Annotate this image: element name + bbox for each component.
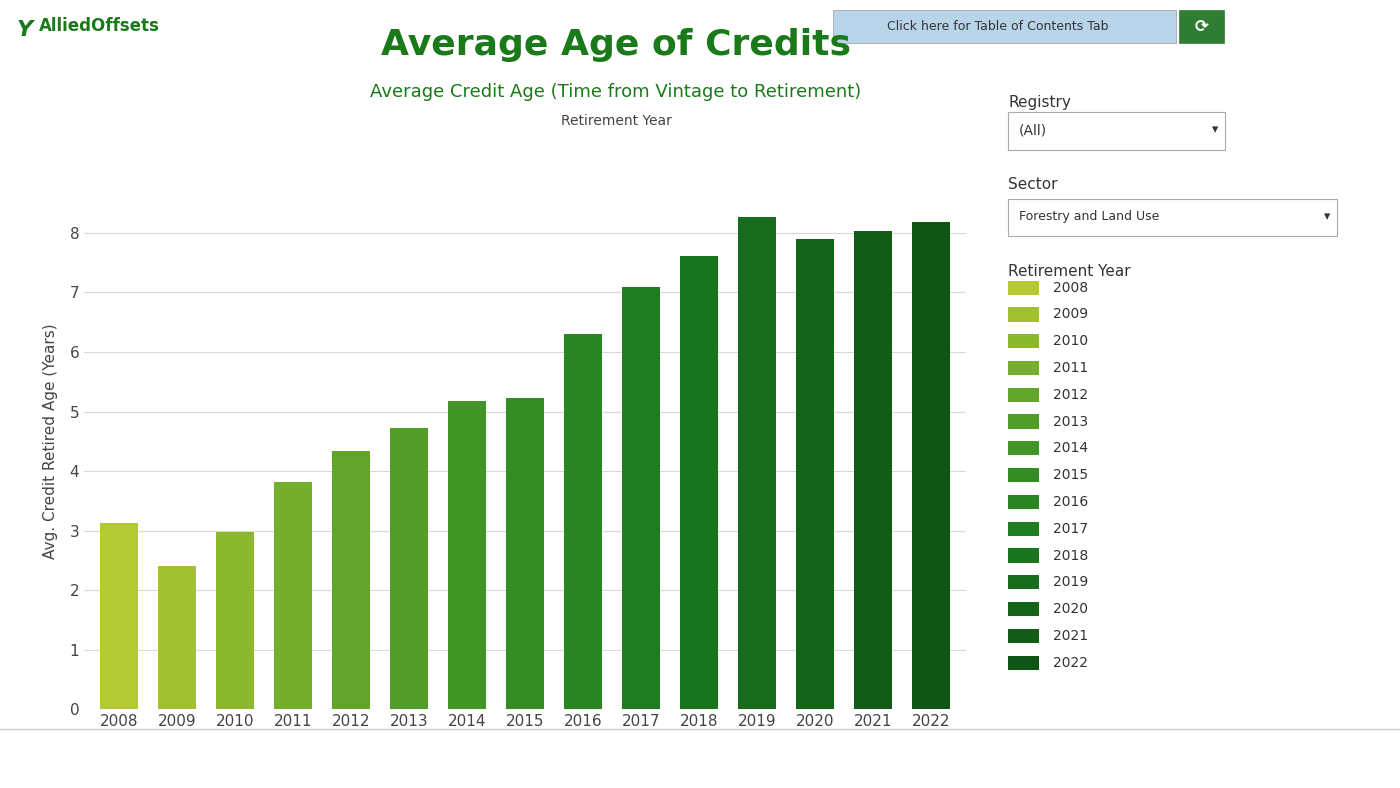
Text: 2015: 2015 (1053, 468, 1088, 482)
Bar (507, 399, 543, 709)
Bar (622, 287, 659, 709)
Text: 2021: 2021 (1053, 629, 1088, 643)
Text: Sector: Sector (1008, 177, 1057, 192)
Text: Retirement Year: Retirement Year (1008, 264, 1131, 279)
Bar (913, 222, 951, 709)
Text: 2010: 2010 (1053, 334, 1088, 348)
Bar (797, 240, 834, 709)
Text: 2011: 2011 (1053, 361, 1088, 375)
Text: AlliedOffsets: AlliedOffsets (39, 17, 160, 35)
Text: 2018: 2018 (1053, 548, 1088, 563)
Bar (680, 255, 718, 709)
Bar (216, 533, 253, 709)
Text: 2016: 2016 (1053, 495, 1088, 509)
Bar (158, 567, 196, 709)
Text: 2022: 2022 (1053, 656, 1088, 670)
Text: Retirement Year: Retirement Year (560, 114, 672, 128)
Bar (854, 231, 892, 709)
Bar (738, 217, 776, 709)
Text: Average Age of Credits: Average Age of Credits (381, 28, 851, 61)
Bar (274, 481, 312, 709)
Bar (99, 523, 137, 709)
Text: Average Credit Age (Time from Vintage to Retirement): Average Credit Age (Time from Vintage to… (371, 83, 861, 101)
Text: ▾: ▾ (1212, 124, 1218, 136)
Text: Forestry and Land Use: Forestry and Land Use (1019, 210, 1159, 223)
Text: 2019: 2019 (1053, 575, 1088, 589)
Text: ⟳: ⟳ (1194, 18, 1208, 35)
Bar (564, 333, 602, 709)
Text: Registry: Registry (1008, 95, 1071, 110)
Text: (All): (All) (1019, 123, 1047, 137)
Text: 2013: 2013 (1053, 414, 1088, 429)
Text: 2020: 2020 (1053, 602, 1088, 616)
Text: Click here for Table of Contents Tab: Click here for Table of Contents Tab (886, 20, 1109, 33)
Y-axis label: Avg. Credit Retired Age (Years): Avg. Credit Retired Age (Years) (43, 323, 59, 559)
Bar (332, 452, 370, 709)
Text: ▾: ▾ (1324, 210, 1330, 223)
Text: Y: Y (17, 20, 34, 39)
Text: 2017: 2017 (1053, 522, 1088, 536)
Bar (391, 428, 428, 709)
Text: 2009: 2009 (1053, 307, 1088, 322)
Text: 2012: 2012 (1053, 388, 1088, 402)
Text: 2014: 2014 (1053, 441, 1088, 455)
Bar (448, 401, 486, 709)
Text: 2008: 2008 (1053, 281, 1088, 295)
